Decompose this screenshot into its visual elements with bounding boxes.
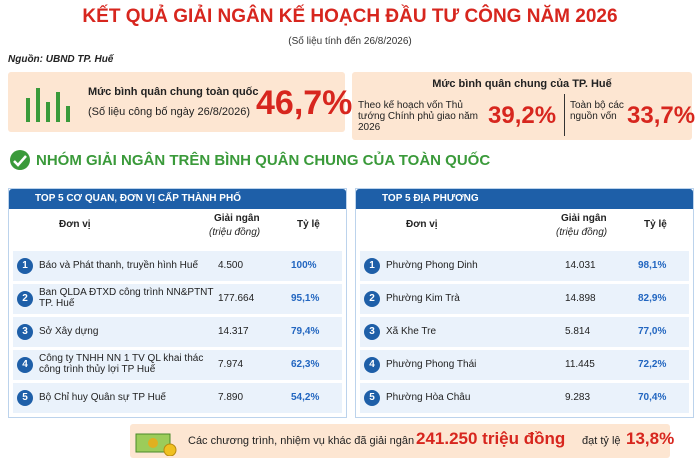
amount: 11.445 (565, 359, 595, 370)
rate: 77,0% (638, 326, 667, 337)
amount: 177.664 (218, 293, 255, 304)
amount: 7.890 (218, 392, 244, 403)
rate: 79,4% (291, 326, 320, 337)
table: TOP 5 CƠ QUAN, ĐƠN VỊ CẤP THÀNH PHỐ Đơn v… (8, 188, 347, 418)
footer-text: đạt tỷ lệ (582, 435, 621, 447)
amount: 7.974 (218, 359, 244, 370)
table-row: 1 Phường Phong Dinh 14.031 98,1% (360, 251, 689, 281)
rate: 95,1% (291, 293, 320, 304)
unit-name: Công ty TNHH NN 1 TV QL khai thác công t… (39, 353, 204, 375)
amount: 4.500 (218, 260, 244, 271)
column-header: (triệu đồng) (209, 227, 261, 238)
footer-rate: 13,8% (626, 429, 675, 448)
table-row: 4 Phường Phong Thái 11.445 72,2% (360, 350, 689, 380)
rate: 54,2% (291, 392, 320, 403)
amount: 9.283 (565, 392, 591, 403)
unit-name: Ban QLDA ĐTXD công trình NN&PTNT TP. Huế (39, 287, 214, 309)
national-note: (Số liệu công bố ngày 26/8/2026) (88, 106, 251, 118)
unit-name: Bộ Chỉ huy Quân sự TP Huế (39, 392, 166, 403)
column-header: Tỷ lệ (644, 219, 667, 230)
city-item-label: Theo kế hoạch vốn Thủ tướng Chính phủ gi… (358, 100, 478, 133)
table-row: 4 Công ty TNHH NN 1 TV QL khai thác công … (13, 350, 342, 380)
rank: 5 (17, 390, 33, 406)
table-row: 5 Phường Hòa Châu 9.283 70,4% (360, 383, 689, 413)
amount: 5.814 (565, 326, 591, 337)
table-title: TOP 5 CƠ QUAN, ĐƠN VỊ CẤP THÀNH PHỐ (9, 189, 346, 209)
rate: 100% (291, 260, 317, 271)
table: TOP 5 ĐỊA PHƯƠNG Đơn vị Giải ngân (triệu đồ… (355, 188, 694, 418)
unit-name: Phường Phong Thái (386, 359, 477, 370)
column-header: Đơn vị (406, 219, 438, 230)
section-icon (10, 150, 30, 170)
rank: 2 (17, 291, 33, 307)
rate: 62,3% (291, 359, 320, 370)
table-row: 3 Xã Khe Tre 5.814 77,0% (360, 317, 689, 347)
national-label: Mức bình quân chung toàn quốc (88, 86, 259, 98)
section-title: NHÓM GIẢI NGÂN TRÊN BÌNH QUÂN CHUNG CỦA … (36, 152, 491, 169)
column-header: Tỷ lệ (297, 219, 320, 230)
column-header: Giải ngân (561, 213, 607, 224)
source: Nguồn: UBND TP. Huế (8, 54, 114, 65)
rank: 3 (17, 324, 33, 340)
amount: 14.317 (218, 326, 249, 337)
unit-name: Phường Phong Dinh (386, 260, 478, 271)
divider (564, 94, 565, 136)
city-item-value: 39,2% (488, 102, 557, 129)
rank: 1 (364, 258, 380, 274)
national-box: Mức bình quân chung toàn quốc (Số liệu c… (8, 72, 352, 132)
rate: 98,1% (638, 260, 667, 271)
table-row: 5 Bộ Chỉ huy Quân sự TP Huế 7.890 54,2% (13, 383, 342, 413)
rank: 4 (17, 357, 33, 373)
amount: 14.898 (565, 293, 596, 304)
footer-text: Các chương trình, nhiệm vụ khác đã giải … (188, 435, 415, 447)
money-icon (135, 433, 177, 456)
city-box: Mức bình quân chung của TP. Huế Theo kế … (352, 72, 696, 140)
unit-name: Phường Hòa Châu (386, 392, 471, 403)
rate: 72,2% (638, 359, 667, 370)
footer-box: Các chương trình, nhiệm vụ khác đã giải … (130, 424, 674, 458)
column-header: Đơn vị (59, 219, 91, 230)
table-row: 2 Phường Kim Trà 14.898 82,9% (360, 284, 689, 314)
subtitle: (Số liệu tính đến 26/8/2026) (288, 36, 412, 47)
unit-name: Phường Kim Trà (386, 293, 460, 304)
column-header: (triệu đồng) (556, 227, 608, 238)
national-value: 46,7% (256, 84, 353, 122)
rate: 70,4% (638, 392, 667, 403)
rank: 1 (17, 258, 33, 274)
city-label: Mức bình quân chung của TP. Huế (432, 78, 612, 90)
rank: 5 (364, 390, 380, 406)
rank: 3 (364, 324, 380, 340)
table-row: 3 Sở Xây dựng 14.317 79,4% (13, 317, 342, 347)
table-row: 2 Ban QLDA ĐTXD công trình NN&PTNT TP. Hu… (13, 284, 342, 314)
city-item-label: Toàn bộ các nguồn vốn (570, 100, 624, 122)
footer-amount: 241.250 triệu đồng (416, 429, 566, 448)
rank: 2 (364, 291, 380, 307)
title: KẾT QUẢ GIẢI NGÂN KẾ HOẠCH ĐẦU TƯ CÔNG N… (82, 6, 618, 27)
table-row: 1 Báo và Phát thanh, truyền hình Huế 4.500… (13, 251, 342, 281)
table-title: TOP 5 ĐỊA PHƯƠNG (356, 189, 693, 209)
chart-icon (26, 88, 70, 122)
rank: 4 (364, 357, 380, 373)
city-item-value: 33,7% (627, 102, 696, 129)
rate: 82,9% (638, 293, 667, 304)
column-header: Giải ngân (214, 213, 260, 224)
amount: 14.031 (565, 260, 596, 271)
unit-name: Xã Khe Tre (386, 326, 437, 337)
unit-name: Báo và Phát thanh, truyền hình Huế (39, 260, 198, 271)
unit-name: Sở Xây dựng (39, 326, 99, 337)
